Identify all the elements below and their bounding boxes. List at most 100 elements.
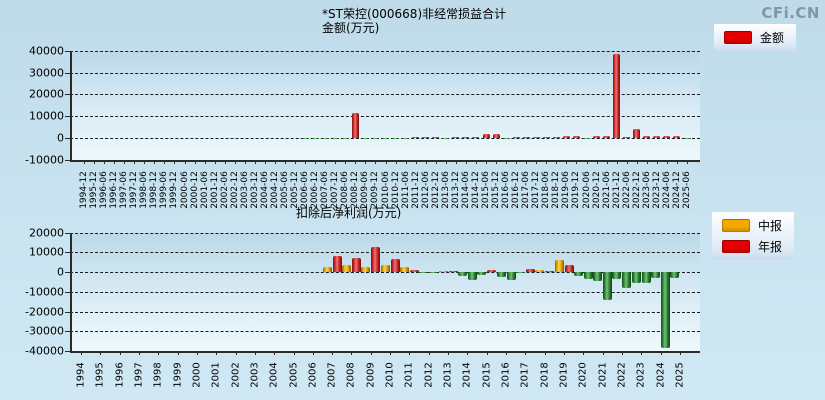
chart-bar	[612, 272, 622, 279]
chart-bar	[673, 136, 681, 138]
x-axis-tick	[626, 159, 628, 164]
x-tick-label: 2025	[674, 362, 686, 388]
y-tick-label: -40000	[25, 344, 64, 358]
chart-bar	[371, 138, 379, 140]
chart-bar	[603, 272, 613, 300]
x-tick-label: 2002	[230, 362, 242, 388]
gridline	[70, 252, 700, 254]
x-axis-tick	[365, 159, 367, 164]
y-tick-label: 20000	[29, 87, 64, 101]
chart-bar	[593, 136, 601, 138]
chart-bar	[641, 272, 651, 284]
chart-bar	[380, 265, 390, 272]
chart-bar	[683, 138, 691, 139]
chart-bar	[311, 138, 319, 140]
chart-bar	[633, 129, 641, 138]
x-axis-tick	[415, 159, 417, 164]
chart-bar	[429, 272, 439, 273]
x-axis-tick	[144, 159, 146, 164]
x-axis-tick	[194, 159, 196, 164]
chart-bar	[554, 260, 564, 272]
x-axis-tick	[254, 351, 256, 355]
x-axis-tick	[154, 159, 156, 164]
x-tick-label: 1995	[94, 362, 106, 388]
chart-bar	[525, 269, 535, 272]
plot-background	[70, 50, 700, 160]
top-chart-title: *ST荣控(000668)非经常损益合计	[322, 7, 507, 21]
y-axis-tick	[65, 138, 70, 139]
cfi-logo: CFi.CN	[761, 4, 820, 22]
x-tick-label: 2020	[577, 362, 589, 388]
x-axis-tick	[544, 351, 546, 355]
x-tick-label: 2015	[481, 362, 493, 388]
y-tick-label: -30000	[25, 324, 64, 338]
x-axis-tick	[526, 159, 528, 164]
x-axis-tick	[134, 159, 136, 164]
x-axis-tick	[235, 351, 237, 355]
chart-bar	[545, 271, 555, 272]
y-axis-tick	[65, 116, 70, 118]
x-axis-tick	[355, 159, 357, 164]
chart-bar	[341, 265, 351, 272]
chart-bar	[482, 134, 490, 138]
y-axis-tick	[65, 272, 70, 273]
chart-bar	[361, 267, 371, 272]
x-axis-tick	[656, 159, 658, 164]
annual-swatch-icon	[722, 240, 750, 253]
x-axis-tick	[204, 159, 206, 164]
x-axis-tick	[564, 351, 565, 355]
y-axis-line	[70, 232, 72, 351]
chart-bar	[351, 112, 359, 138]
x-axis-tick	[506, 351, 508, 355]
y-tick-label: 10000	[29, 109, 64, 123]
bottom-chart-title: 扣除后净利润(万元)	[296, 206, 402, 220]
x-axis-tick	[264, 159, 266, 164]
chart-bar	[472, 136, 480, 138]
x-axis-tick	[435, 159, 437, 164]
chart-bar	[572, 136, 580, 138]
x-axis-tick	[234, 159, 236, 164]
chart-bar	[542, 137, 550, 138]
chart-bar	[390, 259, 400, 272]
legend-label-interim: 中报	[758, 219, 783, 233]
y-tick-label: 0	[57, 265, 64, 279]
y-axis-line	[70, 50, 72, 160]
y-tick-label: -10000	[25, 153, 64, 167]
chart-bar	[552, 136, 560, 138]
chart-bar	[351, 258, 361, 272]
x-tick-label: 2014	[461, 362, 473, 388]
x-axis-tick	[516, 159, 518, 164]
x-axis-tick	[351, 351, 353, 355]
x-tick-label: 2021	[597, 362, 609, 388]
chart-bar	[583, 138, 590, 140]
y-tick-label: 0	[57, 131, 64, 145]
x-axis-tick	[295, 159, 297, 164]
chart-bar	[562, 136, 570, 138]
interim-swatch-icon	[722, 219, 750, 232]
y-axis-tick	[65, 252, 70, 254]
x-axis-tick	[506, 159, 508, 164]
x-axis-tick	[616, 159, 618, 164]
y-axis-tick	[65, 232, 70, 234]
x-tick-label: 1994	[75, 362, 87, 388]
x-axis-tick	[586, 159, 588, 164]
gridline	[70, 116, 700, 118]
x-axis-tick	[641, 351, 643, 355]
x-axis-tick	[174, 159, 176, 164]
x-tick-label: 2017	[519, 362, 531, 388]
x-axis-tick	[124, 159, 126, 164]
x-tick-label: 1996	[114, 362, 126, 388]
y-axis-tick	[65, 72, 70, 74]
x-axis-tick	[138, 351, 140, 355]
x-axis-tick	[274, 159, 276, 164]
x-axis-tick	[370, 351, 372, 355]
x-axis-tick	[177, 351, 179, 355]
x-tick-label: 2000	[191, 362, 203, 388]
x-tick-label: 2006	[307, 362, 319, 388]
chart-bar	[361, 138, 369, 139]
x-axis-tick	[621, 351, 623, 355]
x-axis-tick	[196, 351, 198, 355]
chart-bar	[452, 137, 460, 138]
x-axis-tick	[467, 351, 469, 355]
x-axis-tick	[566, 159, 568, 164]
